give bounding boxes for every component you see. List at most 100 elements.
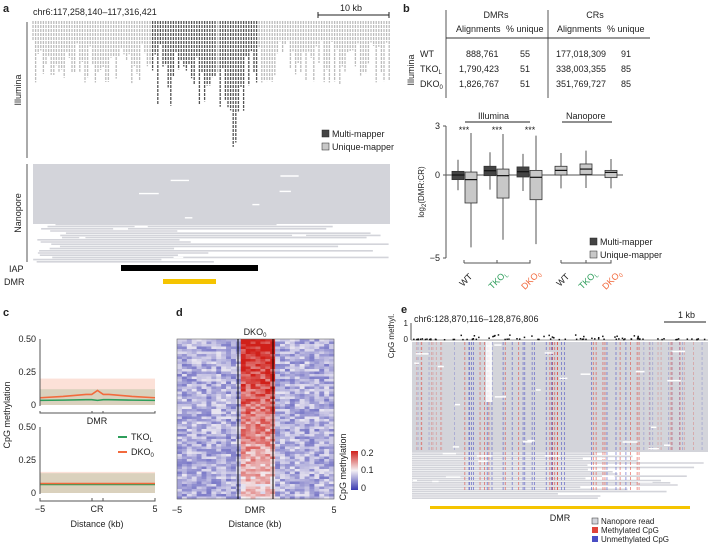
heatmap-cell (177, 474, 183, 477)
heatmap-cell (284, 496, 291, 500)
methylation-point (493, 335, 495, 337)
heatmap-cell (260, 399, 266, 402)
heatmap-cell (265, 464, 271, 467)
heatmap-cell (221, 454, 227, 457)
heatmap-cell (250, 451, 256, 455)
heatmap-cell (177, 341, 183, 345)
heatmap-cell (309, 481, 315, 485)
heatmap-cell (304, 421, 310, 425)
heatmap-cell (284, 416, 291, 420)
heatmap-cell (280, 466, 286, 470)
heatmap-cell (191, 404, 197, 407)
heatmap-cell (211, 394, 217, 397)
heatmap-cell (294, 439, 300, 442)
heatmap-cell (186, 364, 193, 367)
heatmap-cell (294, 384, 300, 387)
heatmap-cell (299, 351, 305, 355)
heatmap-cell (284, 406, 291, 410)
heatmap-cell (226, 484, 232, 487)
heatmap-cell (289, 341, 296, 345)
heatmap-cell (211, 416, 217, 420)
heatmap-cell (314, 376, 320, 380)
heatmap-cell (230, 411, 237, 415)
heatmap-cell (191, 374, 197, 377)
heatmap-cell (211, 489, 217, 492)
heatmap-cell (177, 459, 183, 462)
heatmap-cell (245, 476, 251, 480)
heatmap-cell (280, 346, 286, 350)
heatmap-cell (280, 369, 286, 372)
heatmap-cell (275, 384, 281, 387)
heatmap-cell (201, 419, 207, 422)
heatmap-cell (216, 401, 222, 405)
heatmap-cell (245, 339, 251, 342)
methylation-point (686, 338, 689, 340)
heatmap-cell (201, 441, 207, 445)
heatmap-cell (196, 476, 202, 480)
heatmap-cell (250, 379, 256, 382)
heatmap-cell (294, 446, 300, 450)
legend-swatch-multi (321, 129, 330, 138)
heatmap-cell (284, 359, 291, 362)
heatmap-cell (206, 481, 212, 485)
methylation-point (697, 338, 700, 340)
heatmap-cell (314, 351, 320, 355)
heatmap-cell (314, 381, 320, 385)
heatmap-cell (284, 469, 291, 472)
heatmap-cell (299, 466, 305, 470)
methylation-point (462, 338, 464, 341)
heatmap-cell (211, 406, 217, 410)
heatmap-cell (319, 394, 325, 397)
heatmap-cell (177, 381, 183, 385)
heatmap-cell (216, 459, 222, 462)
heatmap-cell (289, 416, 296, 420)
heatmap-cell (211, 439, 217, 442)
heatmap-cell (230, 409, 237, 412)
heatmap-cell (255, 454, 261, 457)
heatmap-cell (240, 476, 246, 480)
heatmap-cell (240, 431, 246, 435)
heatmap-cell (260, 469, 266, 472)
heatmap-cell (265, 376, 271, 380)
legend-swatch-methylated (592, 527, 598, 533)
heatmap-cell (304, 439, 310, 442)
heatmap-cell (299, 494, 305, 497)
heatmap-cell (324, 486, 330, 490)
heatmap-cell (201, 389, 207, 392)
heatmap-cell (177, 369, 183, 372)
heatmap-cell (265, 404, 271, 407)
heatmap-cell (186, 401, 193, 405)
heatmap-cell (226, 414, 232, 417)
heatmap-cell (324, 489, 330, 492)
heatmap-cell (245, 496, 251, 500)
methylation-point (478, 336, 480, 339)
heatmap-cell (319, 496, 325, 500)
methylation-point (523, 336, 526, 339)
panel-label-d: d (176, 307, 183, 319)
heatmap-cell (216, 371, 222, 375)
heatmap-cell (226, 451, 232, 455)
heatmap-cell (196, 349, 202, 352)
heatmap-cell (250, 464, 256, 467)
heatmap-cell (304, 484, 310, 487)
heatmap-cell (309, 396, 315, 400)
heatmap-cell (319, 349, 325, 352)
heatmap-cell (329, 484, 335, 487)
heatmap-cell (319, 486, 325, 490)
heatmap-cell (240, 469, 246, 472)
heatmap-cell (284, 459, 291, 462)
heatmap-cell (240, 396, 246, 400)
heatmap-cell (191, 451, 197, 455)
heatmap-cell (304, 371, 310, 375)
heatmap-cell (329, 384, 335, 387)
heatmap-cell (280, 374, 286, 377)
heatmap-cell (255, 444, 261, 447)
heatmap-cell (201, 456, 207, 460)
heatmap-cell (309, 454, 315, 457)
heatmap-cell (255, 376, 261, 380)
heatmap-cell (230, 406, 237, 410)
methylation-point (518, 338, 521, 340)
heatmap-cell (294, 376, 300, 380)
heatmap-cell (329, 489, 335, 492)
heatmap-cell (221, 339, 227, 342)
